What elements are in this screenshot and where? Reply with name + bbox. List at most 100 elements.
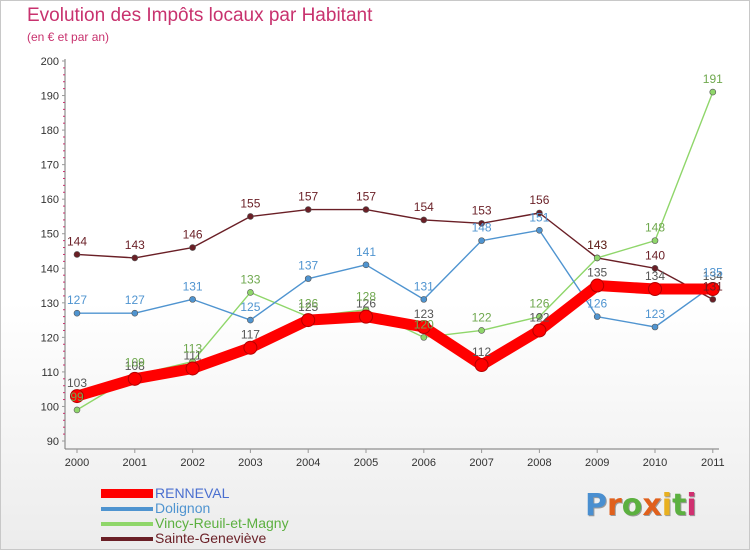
x-tick-label: 2008 — [527, 457, 551, 469]
data-point — [131, 309, 139, 317]
x-tick-label: 2002 — [180, 457, 204, 469]
data-point — [536, 226, 543, 234]
data-point — [651, 323, 659, 331]
chart-title: Evolution des Impôts locaux par Habitant — [27, 5, 373, 26]
data-label: 111 — [183, 348, 202, 362]
data-point — [648, 282, 662, 296]
x-tick-label: 2007 — [469, 457, 493, 469]
chart-subtitle: (en € et par an) — [27, 30, 110, 44]
data-point — [189, 244, 196, 251]
data-label: 122 — [472, 310, 492, 324]
data-label: 127 — [67, 293, 87, 307]
data-label: 126 — [587, 297, 607, 311]
data-point — [420, 216, 428, 224]
data-point — [532, 323, 547, 338]
data-label: 125 — [298, 300, 318, 314]
logo-letter: r — [607, 488, 622, 523]
data-label: 134 — [703, 269, 723, 283]
legend-label: Vincy-Reuil-et-Magny — [155, 515, 289, 531]
data-label: 126 — [356, 297, 376, 311]
data-point — [593, 254, 601, 262]
data-label: 134 — [645, 269, 665, 283]
x-tick-label: 2004 — [296, 457, 320, 469]
data-label: 123 — [645, 307, 665, 321]
logo-letter: i — [661, 488, 673, 523]
data-point — [243, 340, 258, 355]
data-label: 151 — [529, 210, 549, 224]
data-label: 128 — [356, 290, 376, 304]
legend: RENNEVAL Dolignon Vincy-Reuil-et-Magny Sain… — [101, 486, 289, 546]
data-label: 140 — [645, 248, 665, 262]
y-tick-label: 90 — [47, 436, 59, 448]
series-line-dolignon — [76, 229, 714, 328]
proxiti-logo: Proxiti — [585, 488, 697, 523]
data-point — [478, 327, 485, 334]
legend-swatch — [101, 506, 153, 511]
data-point — [359, 309, 373, 324]
data-point — [705, 282, 720, 296]
data-label: 117 — [241, 328, 260, 342]
logo-letter: i — [686, 488, 697, 523]
data-point — [131, 254, 139, 262]
data-point — [362, 206, 370, 213]
y-tick-label: 170 — [41, 160, 59, 172]
y-tick-label: 190 — [41, 91, 59, 103]
data-label: 153 — [472, 203, 492, 217]
data-point — [247, 213, 254, 220]
legend-label: Dolignon — [155, 500, 211, 516]
data-point — [301, 313, 316, 328]
x-tick-label: 2003 — [238, 457, 262, 469]
data-point — [536, 313, 543, 320]
data-point — [304, 206, 312, 213]
data-label: 113 — [183, 342, 202, 356]
x-tick-label: 2010 — [643, 457, 667, 469]
legend-swatch — [101, 536, 153, 541]
data-label: 191 — [703, 72, 723, 86]
data-label: 156 — [529, 193, 549, 207]
data-point — [362, 261, 370, 269]
data-point — [478, 220, 485, 227]
x-tick-label: 2009 — [585, 457, 609, 469]
x-tick-label: 2005 — [354, 457, 378, 469]
logo-letter: P — [585, 488, 607, 523]
series-line-renneval — [71, 280, 719, 402]
data-point — [478, 237, 485, 244]
data-label: 141 — [356, 245, 376, 259]
data-label: 125 — [240, 300, 260, 314]
data-point — [593, 313, 601, 320]
y-tick-label: 200 — [41, 56, 59, 68]
legend-swatch — [101, 489, 153, 498]
legend-label: RENNEVAL — [155, 485, 230, 501]
data-point — [420, 334, 428, 341]
data-label: 122 — [529, 310, 549, 324]
x-tick-label: 2000 — [65, 457, 89, 469]
data-label: 112 — [472, 345, 491, 359]
y-tick-label: 180 — [41, 125, 59, 137]
data-point — [73, 251, 81, 258]
legend-label: Sainte-Geneviève — [155, 530, 267, 546]
data-label: 135 — [703, 266, 723, 280]
legend-swatch — [101, 521, 153, 526]
data-label: 137 — [298, 259, 318, 273]
y-tick-label: 160 — [41, 194, 59, 206]
y-tick-label: 140 — [41, 263, 59, 275]
logo-letter: o — [621, 488, 643, 523]
data-point — [185, 361, 200, 376]
x-tick-label: 2006 — [412, 457, 436, 469]
data-label: 143 — [587, 238, 607, 252]
data-label: 131 — [414, 279, 434, 293]
x-tick-label: 2001 — [123, 457, 147, 469]
legend-item: Sainte-Geneviève — [101, 531, 289, 546]
data-label: 133 — [240, 272, 260, 286]
data-point — [709, 296, 717, 303]
data-label: 99 — [70, 390, 84, 404]
data-point — [73, 406, 81, 414]
data-point — [304, 275, 312, 282]
data-label: 135 — [587, 266, 607, 280]
data-label: 148 — [645, 221, 665, 235]
legend-item: Vincy-Reuil-et-Magny — [101, 516, 289, 531]
data-point — [416, 320, 431, 334]
data-label: 108 — [125, 359, 145, 373]
logo-letter: t — [672, 488, 687, 523]
